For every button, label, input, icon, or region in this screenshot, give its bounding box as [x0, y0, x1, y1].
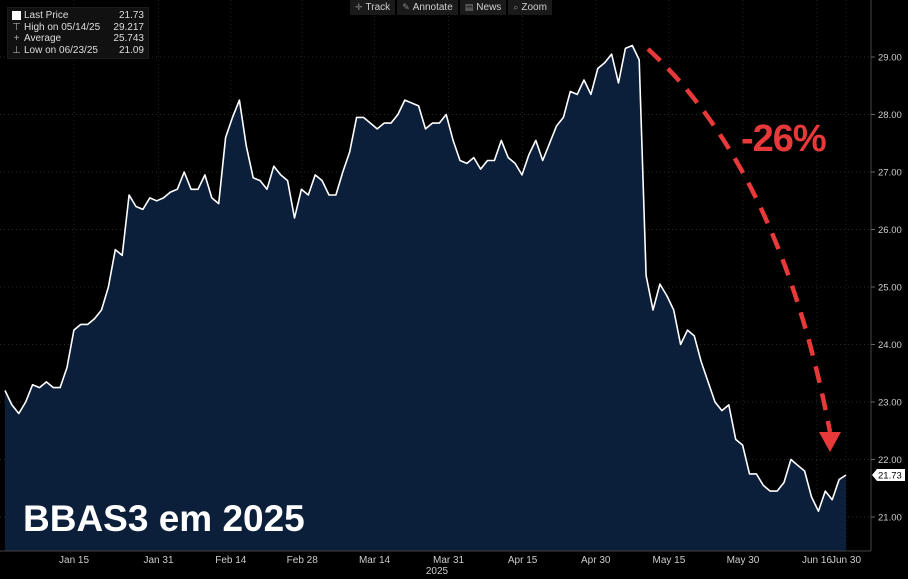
y-tick-label: 29.00 [878, 53, 902, 64]
low-marker-icon: ⊥ [12, 44, 21, 56]
news-button[interactable]: ▤ News [459, 0, 507, 15]
legend-high-value: 29.217 [113, 21, 144, 33]
high-marker-icon: ⊤ [12, 21, 21, 33]
x-axis-year-label: 2025 [426, 566, 449, 577]
x-tick-label: Jun 16 [802, 555, 832, 566]
y-tick-label: 28.00 [878, 110, 902, 121]
legend-high-label: High on 05/14/25 [24, 21, 101, 33]
legend-low-value: 21.09 [118, 44, 144, 56]
price-legend: Last Price 21.73 ⊤ High on 05/14/25 29.21… [7, 7, 149, 59]
change-annotation: -26% [741, 118, 827, 160]
track-button[interactable]: ✛ Track [350, 0, 396, 15]
x-tick-label: Jun 30 [831, 555, 861, 566]
y-tick-label: 24.00 [878, 340, 902, 351]
x-tick-label: May 15 [653, 555, 686, 566]
legend-last-label: Last Price [24, 10, 69, 21]
x-tick-label: Jan 31 [144, 555, 174, 566]
crosshair-icon: ✛ [355, 2, 363, 12]
legend-row-low: ⊥ Low on 06/23/25 21.09 [12, 45, 144, 57]
x-axis-ticks: Jan 15 Jan 31 Feb 14 Feb 28 Mar 14 Mar 31 Apr … [59, 555, 861, 566]
pencil-icon: ✎ [402, 2, 410, 12]
news-icon: ▤ [464, 2, 474, 12]
y-axis-ticks: 21.00 22.00 23.00 24.00 25.00 26.00 27.00 28.00… [871, 53, 902, 524]
x-tick-label: Jan 15 [59, 555, 89, 566]
chart-toolbar: ✛ Track ✎ Annotate ▤ News ⌕ Zoom [350, 0, 552, 15]
news-button-label: News [476, 2, 502, 13]
annotate-button[interactable]: ✎ Annotate [397, 0, 458, 15]
legend-row-average: + Average 25.743 [12, 33, 144, 45]
legend-row-last: Last Price 21.73 [12, 10, 144, 22]
average-marker-icon: + [13, 33, 20, 44]
x-tick-label: Feb 14 [215, 555, 247, 566]
zoom-button-label: Zoom [521, 2, 547, 13]
legend-average-label: Average [24, 33, 62, 44]
x-tick-label: Apr 15 [508, 555, 538, 566]
last-price-marker: 21.73 [872, 469, 905, 482]
y-tick-label: 27.00 [878, 168, 902, 179]
last-price-marker-label: 21.73 [878, 471, 902, 482]
y-tick-label: 23.00 [878, 398, 902, 409]
y-tick-label: 25.00 [878, 283, 902, 294]
zoom-button[interactable]: ⌕ Zoom [508, 0, 552, 15]
decline-arrow-icon [646, 47, 841, 452]
x-tick-label: Mar 14 [359, 555, 391, 566]
track-button-label: Track [365, 2, 391, 13]
chart-caption: BBAS3 em 2025 [23, 498, 305, 539]
x-tick-label: May 30 [727, 555, 760, 566]
white-square-icon [12, 11, 21, 21]
x-tick-label: Apr 30 [581, 555, 611, 566]
x-tick-label: Feb 28 [287, 555, 319, 566]
legend-low-label: Low on 06/23/25 [24, 44, 98, 56]
legend-last-value: 21.73 [118, 10, 144, 21]
y-tick-label: 26.00 [878, 225, 902, 236]
y-tick-label: 22.00 [878, 455, 902, 466]
x-tick-label: Mar 31 [433, 555, 465, 566]
legend-average-value: 25.743 [113, 33, 144, 44]
legend-row-high: ⊤ High on 05/14/25 29.217 [12, 22, 144, 34]
annotate-button-label: Annotate [412, 2, 453, 13]
magnifier-icon: ⌕ [513, 2, 519, 12]
y-tick-label: 21.00 [878, 513, 902, 524]
price-line [4, 44, 847, 512]
price-area-fill [5, 45, 846, 551]
